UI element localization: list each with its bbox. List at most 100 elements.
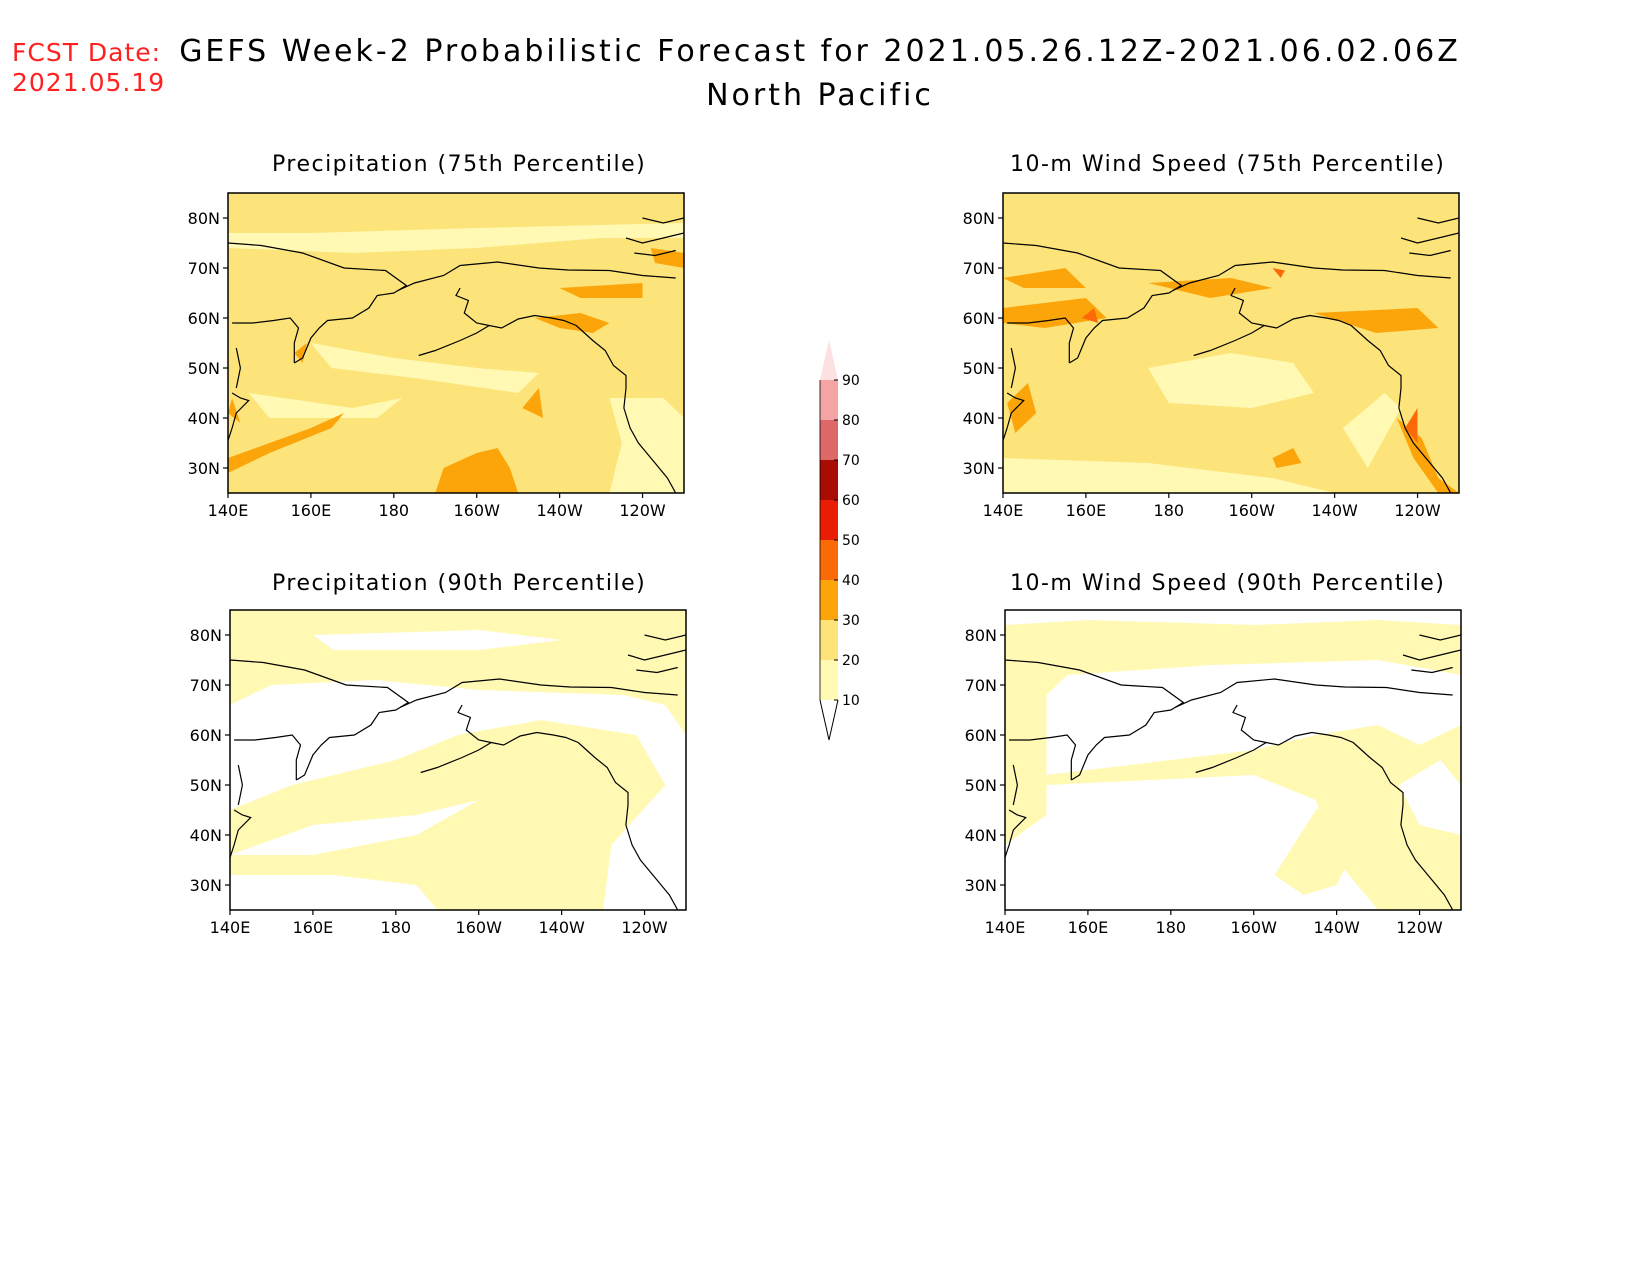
colorbar-swatch — [820, 460, 838, 500]
contour-area — [312, 630, 562, 650]
contour-area — [1313, 308, 1439, 333]
lat-tick-label: 40N — [190, 826, 222, 845]
coastline — [1174, 678, 1453, 709]
colorbar-swatch — [820, 380, 838, 420]
contour-area — [1003, 298, 1107, 328]
colorbar-label: 70 — [842, 453, 860, 469]
coastline — [228, 242, 408, 364]
colorbar-label: 90 — [842, 373, 860, 389]
lon-tick-label: 140E — [983, 501, 1024, 520]
coastline — [1010, 347, 1017, 389]
lat-tick-label: 30N — [188, 459, 220, 478]
coastline — [644, 634, 686, 641]
lon-tick-label: 180 — [381, 918, 412, 937]
contour-area — [1046, 660, 1461, 775]
lon-tick-label: 120W — [1396, 918, 1443, 937]
contour-area — [522, 388, 544, 418]
lon-tick-label: 120W — [1394, 501, 1441, 520]
map-frame — [1004, 609, 1462, 911]
contour-area — [230, 875, 438, 910]
contour-area — [1148, 353, 1314, 408]
coastline — [232, 317, 300, 363]
lat-tick-label: 70N — [965, 676, 997, 695]
colorbar-swatch — [820, 620, 838, 660]
contour-area — [1405, 408, 1418, 443]
lon-tick-label: 140W — [538, 918, 585, 937]
coastline — [399, 678, 678, 709]
coastline — [237, 764, 244, 806]
lat-tick-label: 30N — [963, 459, 995, 478]
forecast-date-label: FCST Date: — [12, 38, 162, 67]
coastline — [1417, 217, 1459, 224]
colorbar-swatch — [820, 540, 838, 580]
coastline — [1195, 741, 1267, 774]
contour-area — [1274, 795, 1362, 895]
contour-area — [1272, 268, 1285, 278]
lon-tick-label: 160W — [1229, 501, 1276, 520]
coastline — [1411, 666, 1453, 674]
lon-tick-label: 160W — [1231, 918, 1278, 937]
lon-tick-label: 140W — [536, 501, 583, 520]
lat-tick-label: 50N — [188, 359, 220, 378]
lon-tick-label: 160W — [456, 918, 503, 937]
lon-tick-label: 160E — [291, 501, 332, 520]
contour-area — [1003, 458, 1335, 493]
contour-area — [310, 343, 539, 393]
lon-tick-label: 180 — [1156, 918, 1187, 937]
coastline — [1003, 242, 1183, 364]
colorbar-swatch — [820, 660, 838, 700]
coastline — [1419, 634, 1461, 641]
colorbar-swatch — [820, 500, 838, 540]
colorbar-label: 80 — [842, 413, 860, 429]
contour-area — [458, 775, 583, 910]
panel-title-wind-90: 10-m Wind Speed (90th Percentile) — [1010, 571, 1446, 596]
lat-tick-label: 70N — [190, 676, 222, 695]
lat-tick-label: 30N — [965, 876, 997, 895]
map-precip-75: 80N 70N 60N 50N 40N 30N 140E 160E 180 160W 140W 120… — [188, 192, 685, 520]
coastline — [1409, 249, 1451, 257]
coastline — [230, 809, 252, 859]
contour-area — [1005, 610, 1461, 625]
lon-tick-label: 140E — [208, 501, 249, 520]
lon-tick-label: 160E — [293, 918, 334, 937]
colorbar-top-cap — [820, 340, 838, 380]
contour-area — [1398, 760, 1461, 835]
coastline — [1232, 704, 1454, 910]
lon-tick-label: 120W — [621, 918, 668, 937]
lon-tick-label: 160W — [454, 501, 501, 520]
lon-tick-label: 140W — [1313, 918, 1360, 937]
coastline — [1005, 659, 1185, 781]
lon-tick-label: 160E — [1066, 501, 1107, 520]
coastline — [642, 217, 684, 224]
coastline — [1009, 734, 1077, 780]
lon-tick-label: 160E — [1068, 918, 1109, 937]
colorbar-label: 10 — [842, 693, 860, 709]
lat-tick-label: 60N — [963, 309, 995, 328]
lat-tick-label: 40N — [963, 409, 995, 428]
colorbar-label: 30 — [842, 613, 860, 629]
colorbar-label: 50 — [842, 533, 860, 549]
coastline — [636, 666, 678, 674]
forecast-date-block: FCST Date: 2021.05.19 — [12, 38, 165, 98]
region-subtitle: North Pacific — [706, 78, 934, 113]
lat-tick-label: 70N — [963, 259, 995, 278]
lat-tick-label: 80N — [963, 209, 995, 228]
coastline — [1012, 764, 1019, 806]
coastline — [420, 741, 492, 774]
panel-title-wind-75: 10-m Wind Speed (75th Percentile) — [1010, 152, 1446, 177]
lat-tick-label: 60N — [190, 726, 222, 745]
lon-tick-label: 140E — [985, 918, 1026, 937]
map-precip-90: 80N 70N 60N 50N 40N 30N 140E 160E 180 160W 140W 120… — [190, 609, 687, 937]
contour-area — [1272, 448, 1302, 468]
panel-title-precip-90: Precipitation (90th Percentile) — [272, 571, 647, 596]
colorbar-label: 60 — [842, 493, 860, 509]
lat-tick-label: 30N — [190, 876, 222, 895]
lat-tick-label: 60N — [965, 726, 997, 745]
map-wind-75: 80N 70N 60N 50N 40N 30N 140E 160E 180 160W 140W 120… — [963, 192, 1460, 520]
coastline — [1400, 232, 1459, 244]
coastline — [235, 347, 242, 389]
coastline — [627, 649, 686, 661]
contour-area — [650, 248, 684, 268]
colorbar-swatch — [820, 420, 838, 460]
coastline — [1007, 317, 1075, 363]
